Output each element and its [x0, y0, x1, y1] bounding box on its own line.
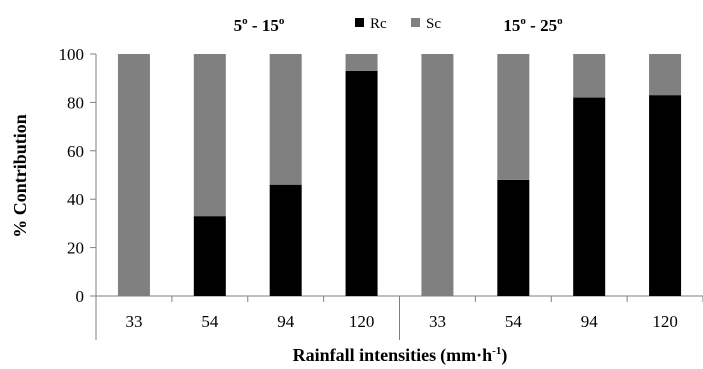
group-label-2: 15o - 25o — [503, 15, 563, 35]
y-tick-label: 60 — [67, 142, 84, 161]
y-tick-label: 80 — [67, 93, 84, 112]
x-axis-title-main: Rainfall intensities — [293, 345, 437, 365]
legend-swatch-rc — [355, 18, 364, 27]
bar-sc — [649, 54, 682, 96]
bar-rc — [345, 70, 378, 296]
legend: Rc Sc — [355, 16, 441, 32]
x-tick-label: 54 — [505, 312, 523, 331]
plot-area: 0 20 40 60 80 100 33 54 94 120 33 54 94 120 — [59, 45, 703, 340]
bar-sc — [345, 54, 378, 71]
legend-swatch-sc — [411, 18, 420, 27]
bar-rc — [269, 184, 302, 296]
x-tick-label: 33 — [429, 312, 446, 331]
y-axis-title: % Contribution — [10, 114, 30, 238]
bar-rc — [497, 179, 530, 296]
x-tick-label: 33 — [125, 312, 142, 331]
x-tick-label: 94 — [581, 312, 599, 331]
x-axis-title: Rainfall intensities (mm·h-1) — [293, 345, 508, 366]
y-tick-label: 100 — [59, 45, 85, 64]
legend-label-sc: Sc — [426, 16, 441, 32]
x-tick-label: 120 — [349, 312, 375, 331]
bar-sc — [421, 54, 454, 296]
bar-rc — [573, 97, 606, 296]
legend-label-rc: Rc — [370, 16, 387, 32]
bar-rc — [649, 95, 682, 296]
x-tick-label: 120 — [652, 312, 678, 331]
x-tick-label: 94 — [277, 312, 295, 331]
bar-sc — [117, 54, 150, 296]
x-tick-label: 54 — [201, 312, 219, 331]
x-axis-title-unit: (mm·h — [440, 345, 492, 366]
bar-rc — [193, 216, 226, 296]
y-tick-label: 20 — [67, 239, 84, 258]
x-axis-title-unit-end: ) — [501, 345, 507, 366]
bar-sc — [193, 54, 226, 217]
bar-sc — [269, 54, 302, 185]
group-label-1: 5o - 15o — [234, 15, 285, 35]
y-tick-label: 40 — [67, 190, 84, 209]
bar-sc — [573, 54, 606, 98]
y-tick-label: 0 — [76, 287, 85, 306]
x-axis-title-unit-sup: -1 — [492, 345, 501, 357]
bar-sc — [497, 54, 530, 180]
